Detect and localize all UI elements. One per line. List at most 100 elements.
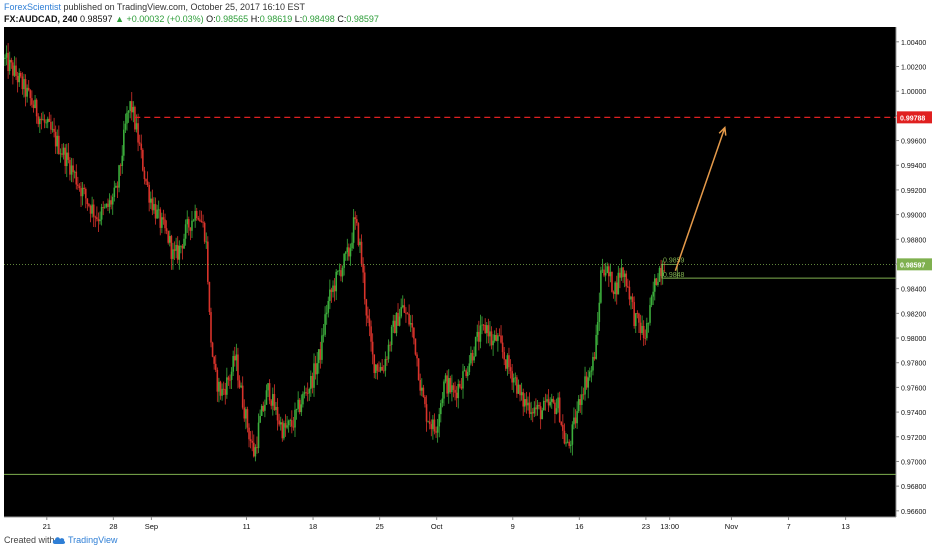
candle-body (213, 356, 215, 364)
time-tick-label: 7 (786, 522, 790, 531)
candle-body (168, 236, 171, 243)
candle-body (362, 263, 364, 273)
price-tick-label: 1.00200 (901, 64, 926, 71)
candle-body (146, 181, 149, 185)
candle-body (650, 296, 653, 306)
price-tick-label: 0.99200 (901, 188, 926, 195)
candle-body (441, 398, 444, 404)
candle-body (72, 165, 74, 173)
candle-body (360, 241, 363, 264)
tradingview-link[interactable]: TradingView (68, 535, 118, 545)
candle-body (446, 375, 448, 394)
candle-body (558, 397, 561, 422)
time-tick-label: 25 (375, 522, 383, 531)
candle-body (151, 198, 154, 211)
candle-body (569, 444, 572, 446)
candle-body (81, 187, 84, 197)
candle-body (463, 370, 466, 372)
candle-body (164, 219, 166, 229)
candle-body (240, 385, 242, 388)
candle-body (78, 185, 81, 189)
candle-body (432, 419, 434, 430)
candle-body (631, 296, 634, 303)
candle-body (647, 322, 650, 324)
candle-body (13, 65, 16, 76)
price-tick-label: 0.98200 (901, 311, 926, 318)
candle-body (493, 334, 496, 341)
candle-body (180, 245, 182, 247)
candle-body (142, 149, 144, 171)
price-axis-background[interactable] (896, 27, 932, 517)
candle-body (297, 399, 299, 409)
candle-body (29, 90, 32, 99)
candle-body (248, 427, 250, 440)
candle-body (576, 411, 578, 424)
candle-body (129, 101, 131, 111)
candle-body (267, 383, 269, 391)
candle-body (137, 123, 139, 143)
candle-body (216, 369, 219, 392)
candle-body (384, 359, 387, 371)
time-axis-background[interactable] (0, 517, 932, 539)
author-link[interactable]: ForexScientist (4, 2, 62, 12)
candle-body (495, 334, 498, 341)
candle-body (140, 143, 143, 150)
candle-body (474, 336, 477, 357)
price-badges: 0.99788 0.98597 (897, 111, 932, 271)
candle-body (97, 218, 100, 222)
resistance-price-badge: 0.99788 (900, 115, 925, 122)
candle-body (577, 399, 580, 412)
price-tick-label: 0.99600 (901, 139, 926, 146)
high-value: 0.98619 (259, 14, 293, 24)
candle-body (514, 377, 517, 379)
candle-body (12, 62, 14, 76)
candle-body (485, 325, 488, 334)
candle-body (451, 385, 453, 393)
candle-body (99, 219, 101, 222)
candle-body (611, 271, 613, 292)
candle-body (598, 302, 601, 322)
candle-body (481, 324, 483, 326)
candle-body (560, 421, 563, 425)
candle-body (69, 159, 71, 175)
candle-body (48, 118, 51, 122)
candle-body (230, 371, 233, 380)
candle-body (23, 79, 25, 90)
candle-body (259, 415, 261, 423)
candle-body (471, 352, 474, 361)
candle-body (221, 388, 223, 396)
candle-body (504, 359, 507, 369)
candle-body (39, 118, 41, 125)
candle-body (346, 247, 349, 253)
candle-body (275, 406, 277, 410)
candle-body (202, 222, 204, 223)
candle-body (508, 355, 510, 368)
candle-body (56, 135, 59, 147)
candle-body (289, 420, 292, 421)
candle-body (375, 364, 377, 373)
candle-body (276, 406, 279, 421)
plot-background[interactable] (4, 27, 896, 517)
candle-body (390, 326, 393, 345)
candle-body (306, 392, 309, 394)
candle-body (460, 386, 463, 389)
publish-info: published on TradingView.com, October 25… (63, 2, 306, 12)
chart-header: ForexScientist published on TradingView.… (0, 0, 932, 27)
candle-body (422, 387, 425, 397)
candle-body (620, 267, 623, 278)
candle-body (121, 155, 124, 166)
candle-body (197, 217, 200, 220)
candle-body (652, 291, 654, 297)
candle-body (563, 430, 566, 444)
candle-body (492, 340, 494, 346)
candle-body (199, 219, 201, 221)
symbol-interval[interactable]: FX:AUDCAD, 240 (4, 14, 78, 24)
candle-body (317, 349, 320, 364)
candle-body (590, 370, 593, 372)
candle-body (161, 217, 163, 228)
candle-body (149, 198, 152, 203)
candle-body (335, 271, 338, 292)
candle-body (371, 341, 374, 355)
candle-body (427, 421, 429, 423)
